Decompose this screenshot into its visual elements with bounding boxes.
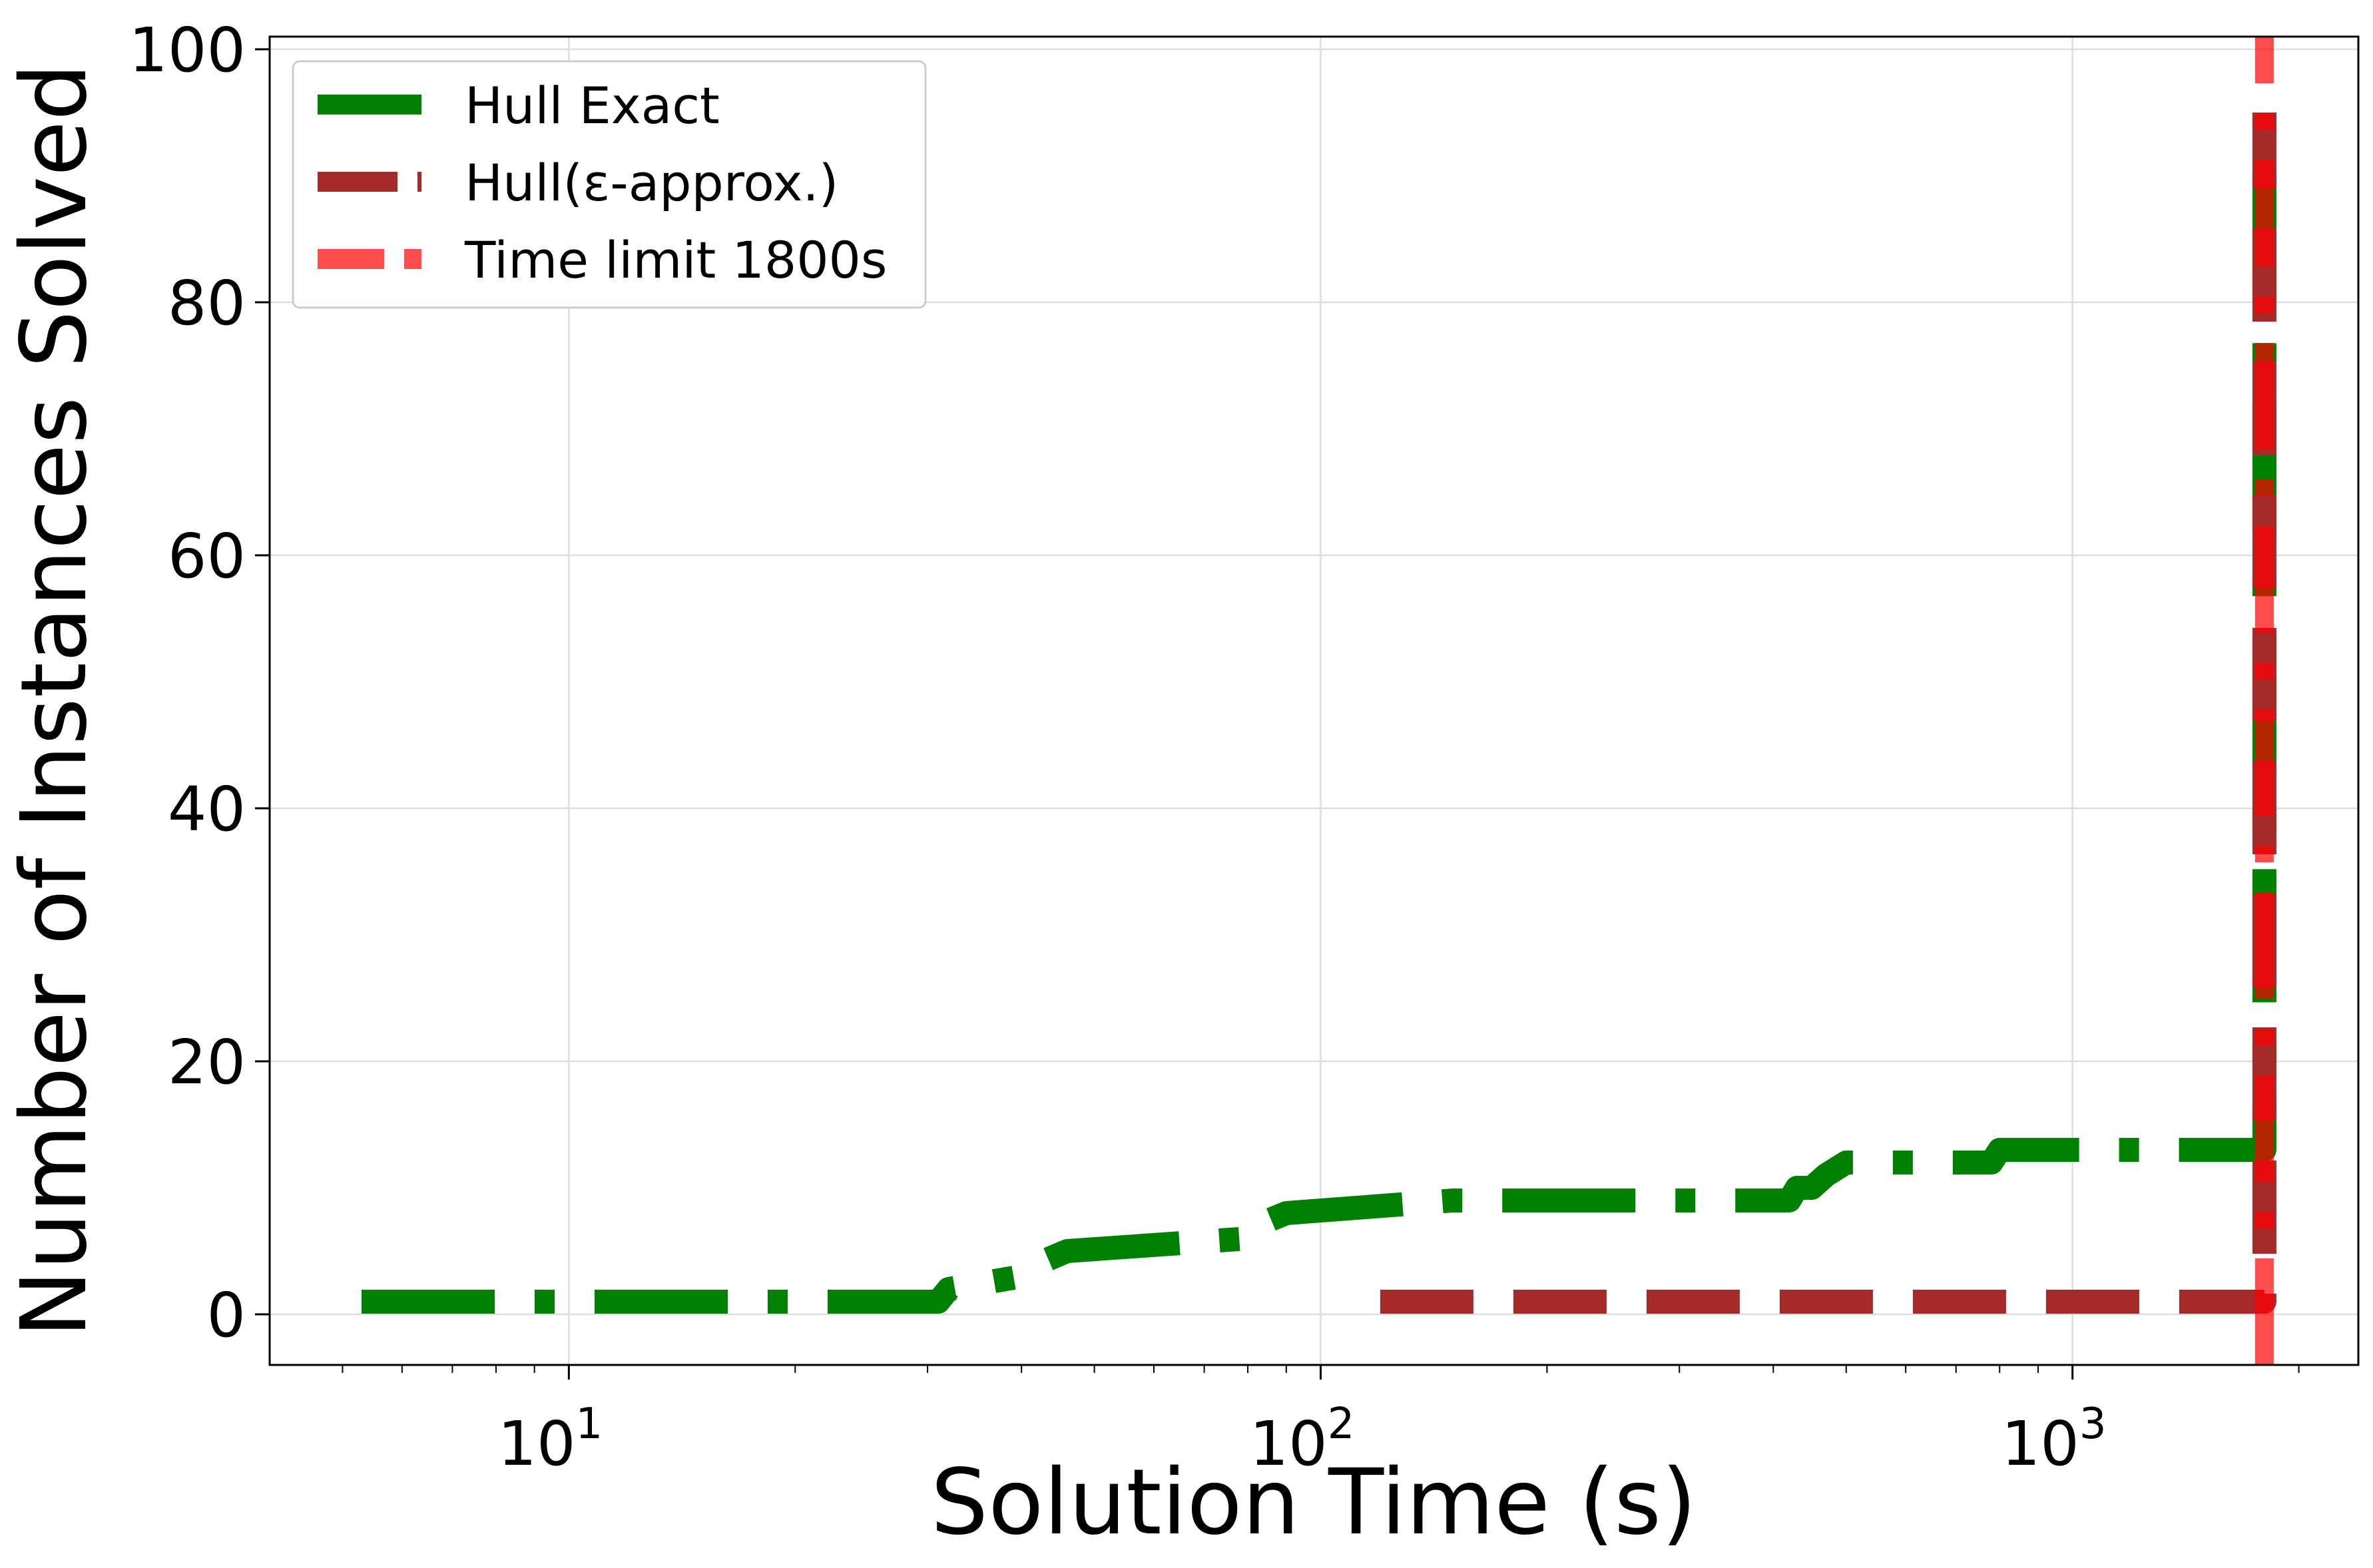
- legend-label: Hull Exact: [465, 76, 720, 135]
- x-tick-label: 103: [2001, 1400, 2107, 1479]
- legend: Hull Exact Hull(ε-approx.) Time limit 1800…: [292, 60, 927, 309]
- plot-frame: [268, 35, 2360, 1366]
- y-axis-title: Number of Instances Solved: [2, 63, 107, 1338]
- y-tick-label: 100: [129, 15, 246, 86]
- x-tick-label: 102: [1250, 1400, 1355, 1479]
- legend-frame: [292, 60, 927, 309]
- grid: [270, 37, 2358, 1365]
- series-line: [1380, 113, 2276, 1314]
- y-tick-label: 80: [168, 268, 246, 339]
- series-group: [362, 37, 2276, 1365]
- y-axis: 0 20 40 60 80 100: [129, 15, 270, 1351]
- legend-label: Time limit 1800s: [464, 230, 888, 290]
- x-tick-label: 101: [497, 1400, 603, 1479]
- y-tick-label: 0: [206, 1280, 246, 1351]
- series-line: [362, 113, 2276, 1314]
- y-tick-label: 20: [168, 1027, 246, 1098]
- x-minor-ticks: [342, 1365, 2300, 1373]
- legend-label: Hull(ε-approx.): [465, 153, 838, 212]
- y-tick-label: 40: [168, 774, 246, 845]
- y-tick-label: 60: [168, 521, 246, 592]
- x-axis: 101 102 103: [497, 1365, 2107, 1479]
- x-axis-title: Solution Time (s): [931, 1450, 1697, 1555]
